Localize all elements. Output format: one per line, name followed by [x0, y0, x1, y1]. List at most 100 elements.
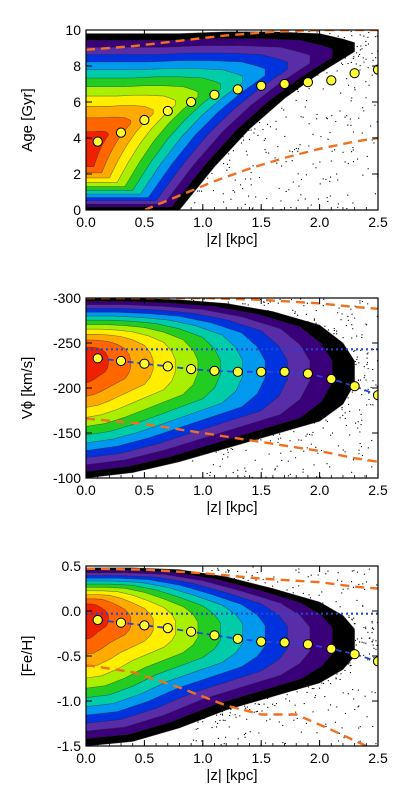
scatter-point	[336, 579, 338, 581]
scatter-point	[267, 706, 269, 708]
scatter-point	[237, 469, 239, 471]
scatter-point	[284, 742, 286, 744]
scatter-point	[347, 319, 349, 321]
scatter-point	[263, 703, 265, 705]
scatter-point	[358, 55, 360, 57]
scatter-point	[303, 450, 305, 452]
scatter-point	[363, 366, 365, 368]
scatter-point	[244, 203, 246, 205]
y-tick-label: -100	[53, 470, 81, 486]
scatter-point	[246, 706, 248, 708]
scatter-point	[292, 181, 294, 183]
scatter-point	[217, 569, 219, 571]
scatter-point	[365, 642, 367, 644]
median-point	[256, 80, 267, 91]
scatter-point	[360, 45, 362, 47]
scatter-point	[366, 716, 368, 718]
scatter-point	[253, 711, 255, 713]
scatter-point	[356, 358, 358, 360]
median-point	[302, 368, 313, 379]
scatter-point	[269, 126, 271, 128]
scatter-point	[244, 736, 246, 738]
x-tick-label: 1.0	[193, 214, 213, 230]
scatter-point	[216, 714, 218, 716]
scatter-point	[248, 195, 250, 197]
scatter-point	[366, 363, 368, 365]
scatter-point	[350, 100, 352, 102]
scatter-point	[290, 450, 292, 452]
scatter-point	[356, 599, 358, 601]
scatter-point	[347, 693, 349, 695]
scatter-point	[254, 128, 256, 130]
scatter-point	[363, 654, 365, 656]
panel-vphi-vs-z: 0.0 0.5 1.0 1.5 2.0 2.5 -300 -250 -200 -150 -100 |z…	[19, 290, 388, 516]
scatter-point	[302, 468, 304, 470]
scatter-point	[312, 431, 314, 433]
scatter-point	[344, 116, 346, 118]
scatter-point	[364, 475, 366, 477]
scatter-point	[367, 447, 369, 449]
scatter-point	[212, 464, 214, 466]
scatter-point	[358, 362, 360, 364]
scatter-point	[358, 453, 360, 455]
x-axis-title: |z| [kpc]	[206, 767, 257, 784]
panel-feh-vs-z: 0.0 0.5 1.0 1.5 2.0 2.5 -1.5 -1.0 -0.5 0.0 0.5 |z| …	[19, 558, 388, 784]
scatter-point	[263, 139, 265, 141]
scatter-point	[305, 435, 307, 437]
scatter-point	[336, 70, 338, 72]
scatter-point	[341, 313, 343, 315]
scatter-point	[272, 585, 274, 587]
scatter-point	[353, 623, 355, 625]
scatter-point	[344, 412, 346, 414]
scatter-point	[322, 427, 324, 429]
scatter-point	[280, 452, 282, 454]
scatter-point	[351, 570, 353, 572]
scatter-point	[359, 740, 361, 742]
x-tick-label: 0.5	[135, 214, 155, 230]
scatter-point	[352, 149, 354, 151]
scatter-point	[247, 304, 249, 306]
scatter-point	[319, 687, 321, 689]
scatter-point	[354, 361, 356, 363]
scatter-point	[221, 713, 223, 715]
scatter-point	[374, 692, 376, 694]
scatter-point	[214, 721, 216, 723]
scatter-point	[340, 673, 342, 675]
scatter-point	[277, 302, 279, 304]
scatter-point	[348, 616, 350, 618]
scatter-point	[248, 129, 250, 131]
scatter-point	[344, 712, 346, 714]
scatter-point	[351, 97, 353, 99]
median-point	[162, 623, 173, 634]
y-axis-title: Age [Gyr]	[19, 88, 36, 151]
scatter-point	[312, 163, 314, 165]
scatter-point	[351, 619, 353, 621]
scatter-point	[368, 398, 370, 400]
scatter-point	[357, 421, 359, 423]
scatter-point	[354, 305, 356, 307]
y-tick-label: 6	[73, 94, 81, 110]
scatter-point	[350, 308, 352, 310]
scatter-point	[283, 109, 285, 111]
scatter-point	[201, 740, 203, 742]
scatter-point	[335, 601, 337, 603]
scatter-point	[252, 207, 254, 209]
scatter-point	[352, 586, 354, 588]
scatter-point	[363, 35, 365, 37]
scatter-point	[351, 337, 353, 339]
scatter-point	[295, 99, 297, 101]
y-tick-label: 0	[73, 202, 81, 218]
panel-age-vs-z: 0.0 0.5 1.0 1.5 2.0 2.5 0 2 4 6 8 10 |z| [kpc] Age [G…	[19, 22, 388, 248]
scatter-point	[363, 627, 365, 629]
scatter-point	[372, 725, 374, 727]
scatter-point	[254, 703, 256, 705]
scatter-point	[334, 149, 336, 151]
scatter-point	[362, 174, 364, 176]
scatter-point	[355, 422, 357, 424]
scatter-point	[227, 569, 229, 571]
scatter-point	[361, 419, 363, 421]
x-tick-label: 1.5	[251, 214, 271, 230]
scatter-point	[251, 575, 253, 577]
scatter-point	[343, 737, 345, 739]
scatter-point	[321, 591, 323, 593]
